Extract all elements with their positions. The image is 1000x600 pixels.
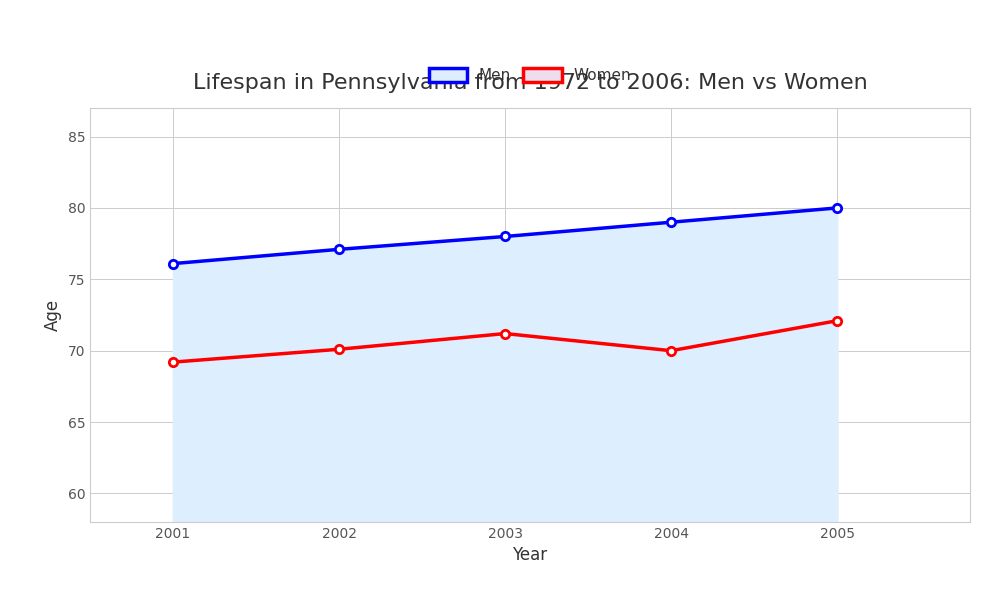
Legend: Men, Women: Men, Women (422, 62, 638, 89)
X-axis label: Year: Year (512, 547, 548, 565)
Title: Lifespan in Pennsylvania from 1972 to 2006: Men vs Women: Lifespan in Pennsylvania from 1972 to 20… (193, 73, 867, 92)
Y-axis label: Age: Age (44, 299, 62, 331)
